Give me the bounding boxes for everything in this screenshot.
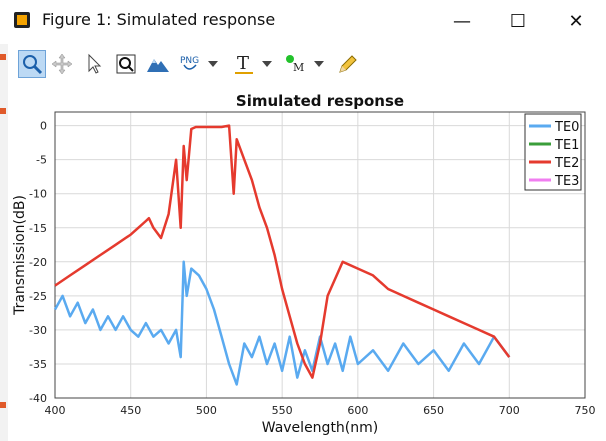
y-tick-label: -15	[29, 222, 47, 235]
zoom-rect-button[interactable]	[112, 50, 140, 78]
legend-label-te0: TE0	[554, 120, 579, 135]
mountain-icon	[147, 59, 169, 72]
y-axis-label: Transmission(dB)	[12, 195, 28, 316]
x-tick-label: 700	[499, 404, 520, 417]
zoom-rect-icon	[116, 54, 136, 74]
select-cursor-button[interactable]	[80, 50, 108, 78]
text-tool-icon: T	[235, 53, 253, 74]
marker-tool-button[interactable]: M	[282, 50, 310, 78]
legend: TE0 TE1 TE2 TE3	[524, 113, 582, 191]
x-axis-label: Wavelength(nm)	[262, 420, 378, 436]
toolbar	[0, 44, 606, 88]
marker-tool-dropdown[interactable]	[310, 50, 328, 78]
y-tick-label: -20	[29, 256, 47, 269]
zoom-button[interactable]	[18, 50, 46, 78]
series-layer	[53, 124, 511, 386]
maximize-button[interactable]: ☐	[498, 6, 538, 36]
x-tick-label: 650	[423, 404, 444, 417]
svg-text:M: M	[293, 61, 304, 74]
text-tool-dropdown[interactable]	[258, 50, 276, 78]
png-export-icon: PNG	[180, 56, 199, 70]
svg-text:PNG: PNG	[180, 56, 199, 66]
edge-marker	[0, 108, 6, 114]
close-button[interactable]: ✕	[556, 6, 596, 36]
y-tick-label: -40	[29, 392, 47, 405]
pan-button[interactable]	[48, 50, 76, 78]
select-cursor-icon	[88, 53, 102, 74]
pencil-button[interactable]	[334, 50, 362, 78]
legend-label-te3: TE3	[554, 174, 579, 189]
legend-label-te2: TE2	[554, 156, 579, 171]
zoom-icon	[23, 55, 43, 75]
maximize-icon: ☐	[509, 10, 527, 32]
png-export-dropdown[interactable]	[204, 50, 222, 78]
x-tick-label: 400	[45, 404, 66, 417]
y-ticks: 0 -5 -10 -15 -20 -25 -30 -35 -40	[29, 120, 47, 405]
left-window-edge	[0, 44, 8, 441]
pan-icon	[51, 53, 73, 75]
app-icon	[14, 12, 30, 28]
x-tick-label: 750	[575, 404, 596, 417]
x-tick-label: 550	[272, 404, 293, 417]
x-tick-label: 500	[196, 404, 217, 417]
window-titlebar: Figure 1: Simulated response — ☐ ✕	[0, 0, 606, 44]
y-tick-label: 0	[40, 120, 47, 133]
y-tick-label: -30	[29, 324, 47, 337]
chevron-down-icon	[314, 61, 324, 67]
mountain-button[interactable]	[144, 50, 172, 78]
legend-label-te1: TE1	[554, 138, 579, 153]
minimize-button[interactable]: —	[442, 6, 482, 36]
grid	[54, 112, 586, 399]
series-line-te2	[54, 124, 511, 379]
y-tick-label: -5	[36, 154, 47, 167]
y-tick-label: -10	[29, 188, 47, 201]
minimize-icon: —	[453, 10, 471, 32]
marker-tool-icon: M	[286, 55, 304, 74]
chart-title: Simulated response	[236, 92, 404, 110]
text-tool-button[interactable]: T	[230, 50, 258, 78]
svg-text:T: T	[237, 53, 249, 74]
chart-area[interactable]: Simulated response 400 450 500 550 600 650 700…	[0, 88, 606, 441]
window-title: Figure 1: Simulated response	[42, 10, 276, 29]
x-tick-label: 450	[120, 404, 141, 417]
edge-marker	[0, 402, 6, 408]
edge-marker	[0, 54, 6, 60]
pencil-icon	[339, 55, 357, 73]
series-line-te0	[53, 260, 511, 386]
close-icon: ✕	[568, 10, 584, 32]
png-export-button[interactable]: PNG	[176, 50, 204, 78]
y-tick-label: -25	[29, 290, 47, 303]
y-tick-label: -35	[29, 358, 47, 371]
plot-frame	[54, 111, 586, 399]
x-ticks: 400 450 500 550 600 650 700 750	[45, 404, 596, 417]
chevron-down-icon	[208, 61, 218, 67]
x-tick-label: 600	[347, 404, 368, 417]
chevron-down-icon	[262, 61, 272, 67]
